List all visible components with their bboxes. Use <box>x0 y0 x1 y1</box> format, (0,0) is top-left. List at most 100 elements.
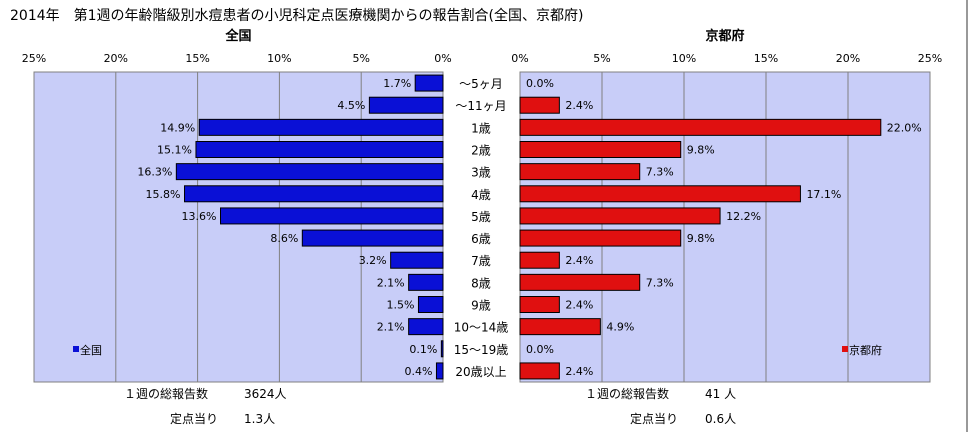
category-label: 8歳 <box>471 276 491 290</box>
window-edge <box>966 0 968 432</box>
national-value-label: 2.1% <box>377 276 405 289</box>
kyoto-value-label: 7.3% <box>646 276 674 289</box>
kyoto-bar <box>519 185 801 203</box>
kyoto-value-label: 2.4% <box>565 365 593 378</box>
kyoto-bar <box>519 207 721 225</box>
kyoto-bar <box>519 251 560 269</box>
category-label: 9歳 <box>471 299 491 313</box>
national-reports-label: １週の総報告数 <box>124 387 209 401</box>
national-bar <box>198 118 444 136</box>
kyoto-value-label: 0.0% <box>526 77 554 90</box>
kyoto-tick-label: 10% <box>672 52 696 65</box>
category-label: 7歳 <box>471 254 491 268</box>
national-value-label: 0.4% <box>405 365 433 378</box>
kyoto-value-label: 9.8% <box>687 232 715 245</box>
national-tick-label: 5% <box>352 52 369 65</box>
national-tick-label: 0% <box>434 52 451 65</box>
national-value-label: 1.7% <box>383 77 411 90</box>
national-value-label: 8.6% <box>270 232 298 245</box>
kyoto-value-label: 17.1% <box>806 188 841 201</box>
kyoto-bar <box>519 96 560 114</box>
national-bar <box>435 362 444 380</box>
national-panel-title: 全国 <box>224 28 251 44</box>
kyoto-value-label: 2.4% <box>565 299 593 312</box>
kyoto-value-label: 2.4% <box>565 99 593 112</box>
national-bar <box>408 273 444 291</box>
national-bar <box>440 340 444 358</box>
kyoto-bar <box>519 318 601 336</box>
national-value-label: 15.8% <box>146 188 181 201</box>
national-value-label: 16.3% <box>137 166 172 179</box>
category-label: 4歳 <box>471 188 491 202</box>
national-bar <box>417 296 444 313</box>
category-label: 20歳以上 <box>455 365 506 379</box>
kyoto-tick-label: 0% <box>511 52 528 65</box>
national-tick-label: 20% <box>104 52 128 65</box>
kyoto-bar <box>519 273 641 291</box>
kyoto-value-label: 7.3% <box>646 166 674 179</box>
national-value-label: 14.9% <box>160 121 195 134</box>
national-bar <box>414 74 444 92</box>
category-label: ～5ヶ月 <box>459 77 503 91</box>
national-reports-value: 3624人 <box>244 387 287 401</box>
category-label: 3歳 <box>471 166 491 180</box>
national-value-label: 4.5% <box>337 99 365 112</box>
national-legend-swatch <box>73 346 79 352</box>
kyoto-bar <box>519 118 882 136</box>
national-value-label: 15.1% <box>157 144 192 157</box>
kyoto-bar <box>519 163 641 181</box>
kyoto-bar <box>519 141 682 158</box>
kyoto-panel-title: 京都府 <box>705 28 744 44</box>
national-bar <box>301 229 444 247</box>
national-per-site-label: 定点当り <box>170 412 219 426</box>
kyoto-tick-label: 25% <box>918 52 942 65</box>
kyoto-value-label: 4.9% <box>606 321 634 334</box>
kyoto-tick-label: 15% <box>754 52 778 65</box>
kyoto-bar <box>519 362 560 380</box>
national-bar <box>408 318 444 336</box>
kyoto-per-site-value: 0.6人 <box>705 412 737 426</box>
kyoto-bar <box>519 296 560 313</box>
national-value-label: 3.2% <box>359 254 387 267</box>
national-legend-label: 全国 <box>80 343 102 357</box>
category-label: 10～14歳 <box>454 321 509 335</box>
chart-title: 2014年 第1週の年齢階級別水痘患者の小児科定点医療機関からの報告割合(全国、… <box>10 7 583 24</box>
category-label: 1歳 <box>471 121 491 135</box>
kyoto-value-label: 9.8% <box>687 144 715 157</box>
national-tick-label: 25% <box>22 52 46 65</box>
national-bar <box>175 163 444 181</box>
national-per-site-value: 1.3人 <box>244 412 276 426</box>
national-plot-area <box>33 71 444 383</box>
national-value-label: 13.6% <box>182 210 217 223</box>
kyoto-value-label: 22.0% <box>887 121 922 134</box>
national-bar <box>390 251 444 269</box>
kyoto-plot-area <box>519 71 931 383</box>
kyoto-legend-label: 京都府 <box>849 343 882 357</box>
kyoto-tick-label: 5% <box>593 52 610 65</box>
national-tick-label: 15% <box>185 52 209 65</box>
kyoto-reports-label: １週の総報告数 <box>585 387 670 401</box>
kyoto-reports-value: 41 人 <box>705 387 737 401</box>
kyoto-per-site-label: 定点当り <box>630 412 679 426</box>
national-value-label: 0.1% <box>409 343 437 356</box>
national-bar <box>220 207 444 225</box>
national-value-label: 1.5% <box>387 299 415 312</box>
category-label: 15～19歳 <box>454 343 509 357</box>
category-label: 5歳 <box>471 210 491 224</box>
category-label: ～11ヶ月 <box>455 99 506 113</box>
kyoto-value-label: 12.2% <box>726 210 761 223</box>
kyoto-tick-label: 20% <box>836 52 860 65</box>
kyoto-bar <box>519 229 682 247</box>
category-label: 6歳 <box>471 232 491 246</box>
kyoto-value-label: 0.0% <box>526 343 554 356</box>
national-value-label: 2.1% <box>377 321 405 334</box>
kyoto-legend-swatch <box>842 346 848 352</box>
kyoto-value-label: 2.4% <box>565 254 593 267</box>
category-label: 2歳 <box>471 144 491 158</box>
national-tick-label: 10% <box>267 52 291 65</box>
national-bar <box>195 141 444 158</box>
national-bar <box>184 185 444 203</box>
national-bar <box>368 96 444 114</box>
